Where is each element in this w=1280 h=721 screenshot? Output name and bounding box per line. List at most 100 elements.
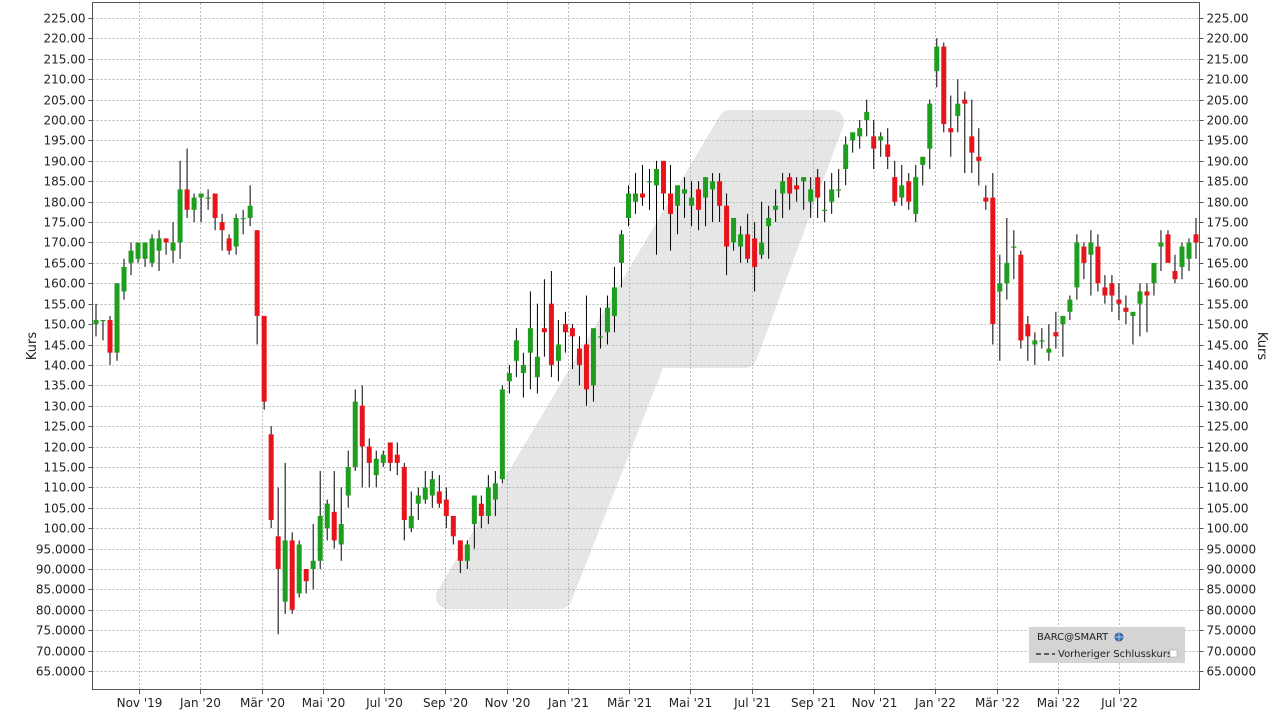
y-tick-label-right: 185.00 bbox=[1207, 175, 1249, 189]
candle-body bbox=[457, 540, 463, 561]
candle bbox=[352, 389, 358, 472]
x-tick-label: Nov '21 bbox=[852, 696, 898, 710]
candle-body bbox=[878, 136, 884, 141]
candle bbox=[121, 258, 127, 300]
candle-body bbox=[226, 238, 232, 251]
y-tick-label-left: 175.00 bbox=[44, 216, 86, 230]
candle-body bbox=[513, 340, 519, 361]
candle-body bbox=[969, 136, 975, 153]
candle bbox=[156, 230, 162, 272]
globe-icon[interactable] bbox=[1114, 632, 1124, 642]
candle-body bbox=[296, 544, 302, 594]
y-tick-label-left: 190.00 bbox=[44, 155, 86, 169]
y-tick-label-left: 200.00 bbox=[44, 114, 86, 128]
candle-body bbox=[1158, 242, 1164, 247]
candle-body bbox=[703, 177, 709, 198]
y-tick-label-left: 150.00 bbox=[44, 318, 86, 332]
candle bbox=[527, 291, 533, 390]
candle bbox=[857, 120, 863, 149]
candle bbox=[710, 173, 716, 223]
y-tick-label-right: 110.00 bbox=[1207, 481, 1249, 495]
candle bbox=[969, 99, 975, 174]
candle-body bbox=[443, 499, 449, 516]
y-tick-label-right: 65.0000 bbox=[1207, 665, 1257, 679]
y-tick-label-left: 225.00 bbox=[44, 12, 86, 26]
y-tick-label-left: 195.00 bbox=[44, 134, 86, 148]
candle bbox=[1081, 242, 1087, 280]
candle-body bbox=[801, 177, 807, 182]
candle bbox=[1018, 250, 1024, 349]
candle-body bbox=[1074, 242, 1080, 288]
candle bbox=[836, 169, 842, 198]
candle bbox=[142, 242, 148, 267]
y-tick-label-right: 210.00 bbox=[1207, 73, 1249, 87]
y-tick-label-left: 115.00 bbox=[44, 461, 86, 475]
candle bbox=[703, 177, 709, 227]
candle bbox=[555, 320, 561, 382]
candle-body bbox=[1179, 246, 1185, 267]
candle-body bbox=[892, 177, 898, 202]
candle-body bbox=[808, 189, 814, 202]
candle bbox=[689, 181, 695, 227]
candle-body bbox=[205, 197, 211, 199]
y-tick-label-right: 135.00 bbox=[1207, 379, 1249, 393]
candle bbox=[205, 189, 211, 210]
candle-body bbox=[583, 344, 589, 390]
x-tick-label: Mär '22 bbox=[975, 696, 1020, 710]
candle-body bbox=[871, 136, 877, 149]
candle-body bbox=[366, 446, 372, 463]
candle bbox=[422, 471, 428, 504]
candle-body bbox=[941, 46, 947, 125]
candle-body bbox=[948, 128, 954, 133]
candle-body bbox=[850, 132, 856, 141]
candle bbox=[226, 234, 232, 255]
x-tick-label: Mai '21 bbox=[669, 696, 712, 710]
candle bbox=[233, 213, 239, 255]
candle bbox=[892, 160, 898, 206]
candle-body bbox=[373, 458, 379, 476]
candle-body bbox=[661, 160, 667, 194]
candle bbox=[654, 160, 660, 255]
candle-body bbox=[731, 217, 737, 243]
legend-previous-close-label: Vorheriger Schlusskurs bbox=[1058, 649, 1172, 660]
candle bbox=[471, 495, 477, 549]
candle-body bbox=[1123, 307, 1129, 312]
legend-checkbox[interactable] bbox=[1169, 649, 1178, 658]
candle bbox=[948, 95, 954, 157]
candle bbox=[1186, 238, 1192, 272]
candle bbox=[184, 148, 190, 218]
candle bbox=[597, 307, 603, 349]
candle-body bbox=[198, 193, 204, 198]
candle bbox=[177, 160, 183, 259]
y-axis-title-left: Kurs bbox=[25, 332, 40, 360]
candle bbox=[1025, 315, 1031, 361]
y-axis-title-right: Kurs bbox=[1254, 332, 1269, 360]
candle bbox=[590, 328, 596, 402]
candle-body bbox=[885, 144, 891, 157]
candle-body bbox=[773, 205, 779, 210]
y-tick-label-left: 80.0000 bbox=[36, 604, 86, 618]
candle bbox=[955, 79, 961, 133]
x-tick-label: Nov '19 bbox=[117, 696, 163, 710]
candle-body bbox=[1144, 291, 1150, 296]
candle-body bbox=[233, 217, 239, 247]
y-tick-label-right: 115.00 bbox=[1207, 461, 1249, 475]
candle bbox=[801, 177, 807, 210]
candle-body bbox=[836, 189, 842, 191]
legend-box[interactable]: BARC@SMART Vorheriger Schlusskurs bbox=[1029, 627, 1185, 663]
candle-body bbox=[1060, 315, 1066, 325]
candle-body bbox=[1151, 262, 1157, 284]
candle-body bbox=[527, 328, 533, 353]
candle-body bbox=[436, 491, 442, 504]
candle-body bbox=[682, 189, 688, 194]
candle-body bbox=[338, 524, 344, 545]
candle bbox=[724, 193, 730, 276]
candle bbox=[990, 173, 996, 345]
x-tick-label: Sep '20 bbox=[423, 696, 468, 710]
y-tick-label-left: 105.00 bbox=[44, 502, 86, 516]
candle-body bbox=[920, 156, 926, 165]
candle-body bbox=[794, 185, 800, 190]
y-tick-label-right: 180.00 bbox=[1207, 196, 1249, 210]
candle bbox=[1095, 234, 1101, 292]
candle bbox=[401, 462, 407, 541]
